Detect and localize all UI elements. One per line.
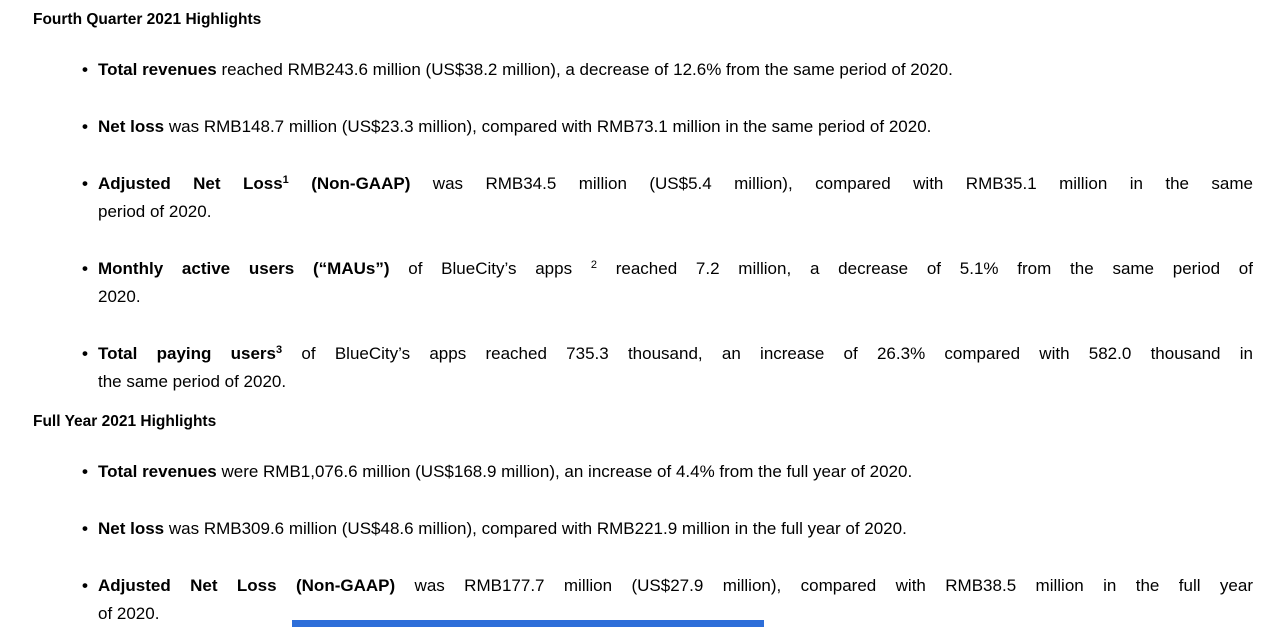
highlight-line: Total revenues reached RMB243.6 million … (98, 56, 1253, 84)
highlight-item: Adjusted Net Loss (Non-GAAP) was RMB177.… (82, 572, 1253, 628)
highlight-body-text: of 2020. (98, 604, 160, 623)
highlight-item: Total paying users3 of BlueCity’s apps r… (82, 340, 1253, 396)
highlight-lead-text: Net loss (98, 117, 165, 136)
highlight-lead-text: Total revenues (98, 60, 217, 79)
footnote-reference: 2 (590, 259, 597, 271)
highlight-lead-text: Adjusted Net Loss (98, 174, 283, 193)
highlight-line: Monthly active users (“MAUs”) of BlueCit… (98, 255, 1253, 283)
highlight-line: 2020. (98, 283, 1253, 311)
highlight-body-text: 2020. (98, 287, 141, 306)
highlight-line: the same period of 2020. (98, 368, 1253, 396)
highlight-line: Net loss was RMB309.6 million (US$48.6 m… (98, 515, 1253, 543)
section-heading: Fourth Quarter 2021 Highlights (33, 11, 262, 28)
highlight-line: Adjusted Net Loss1 (Non-GAAP) was RMB34.… (98, 170, 1253, 198)
highlight-item: Monthly active users (“MAUs”) of BlueCit… (82, 255, 1253, 311)
highlight-body-text: of BlueCity’s apps reached 735.3 thousan… (282, 344, 1254, 363)
highlight-item: Net loss was RMB148.7 million (US$23.3 m… (82, 113, 1253, 141)
highlight-item: Net loss was RMB309.6 million (US$48.6 m… (82, 515, 1253, 543)
highlight-lead-text: (Non-GAAP) (288, 174, 411, 193)
highlight-body-text: of BlueCity’s apps (389, 259, 591, 278)
highlight-line: Total paying users3 of BlueCity’s apps r… (98, 340, 1253, 368)
highlight-item: Total revenues were RMB1,076.6 million (… (82, 458, 1253, 486)
section-heading: Full Year 2021 Highlights (33, 413, 217, 430)
highlight-body-text: was RMB148.7 million (US$23.3 million), … (164, 117, 932, 136)
highlight-body-text: the same period of 2020. (98, 372, 287, 391)
highlight-lead-text: Adjusted Net Loss (Non-GAAP) (98, 576, 396, 595)
highlight-body-text: was RMB309.6 million (US$48.6 million), … (164, 519, 907, 538)
highlight-lead-text: Net loss (98, 519, 165, 538)
highlight-body-text: were RMB1,076.6 million (US$168.9 millio… (216, 462, 913, 481)
highlight-lead-text: Total revenues (98, 462, 217, 481)
footnote-reference: 3 (276, 344, 283, 356)
highlight-lead-text: Monthly active users (“MAUs”) (98, 259, 390, 278)
highlight-body-text: was RMB34.5 million (US$5.4 million), co… (410, 174, 1253, 193)
highlight-body-text: reached 7.2 million, a decrease of 5.1% … (596, 259, 1253, 278)
partial-blue-bar (292, 620, 764, 627)
highlight-line: of 2020. (98, 600, 1253, 628)
highlights-list: Total revenues reached RMB243.6 million … (0, 56, 1280, 396)
highlight-line: Net loss was RMB148.7 million (US$23.3 m… (98, 113, 1253, 141)
footnote-reference: 1 (282, 174, 289, 186)
highlight-line: period of 2020. (98, 198, 1253, 226)
highlight-item: Adjusted Net Loss1 (Non-GAAP) was RMB34.… (82, 170, 1253, 226)
highlight-body-text: was RMB177.7 million (US$27.9 million), … (395, 576, 1253, 595)
highlight-item: Total revenues reached RMB243.6 million … (82, 56, 1253, 84)
highlight-body-text: reached RMB243.6 million (US$38.2 millio… (216, 60, 953, 79)
highlight-line: Total revenues were RMB1,076.6 million (… (98, 458, 1253, 486)
highlight-lead-text: Total paying users (98, 344, 277, 363)
highlight-line: Adjusted Net Loss (Non-GAAP) was RMB177.… (98, 572, 1253, 600)
highlights-list: Total revenues were RMB1,076.6 million (… (0, 458, 1280, 628)
highlight-body-text: period of 2020. (98, 202, 212, 221)
highlights-sections: Fourth Quarter 2021 Highlights Total reve… (0, 10, 1280, 628)
